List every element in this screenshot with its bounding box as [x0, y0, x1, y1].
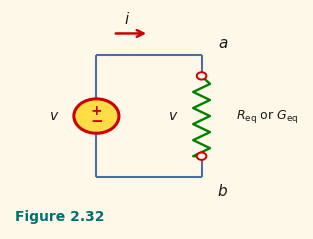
Text: +: + — [90, 104, 102, 118]
Text: a: a — [218, 36, 227, 51]
Circle shape — [197, 152, 206, 160]
Text: $R_{\rm eq}$ or $G_{\rm eq}$: $R_{\rm eq}$ or $G_{\rm eq}$ — [236, 108, 299, 125]
Text: v: v — [50, 109, 59, 123]
Circle shape — [197, 72, 206, 80]
Text: −: − — [90, 114, 103, 129]
Text: i: i — [124, 12, 129, 27]
Text: b: b — [218, 184, 228, 199]
Text: Figure 2.32: Figure 2.32 — [15, 210, 105, 224]
Text: v: v — [169, 109, 177, 123]
Circle shape — [74, 99, 119, 133]
